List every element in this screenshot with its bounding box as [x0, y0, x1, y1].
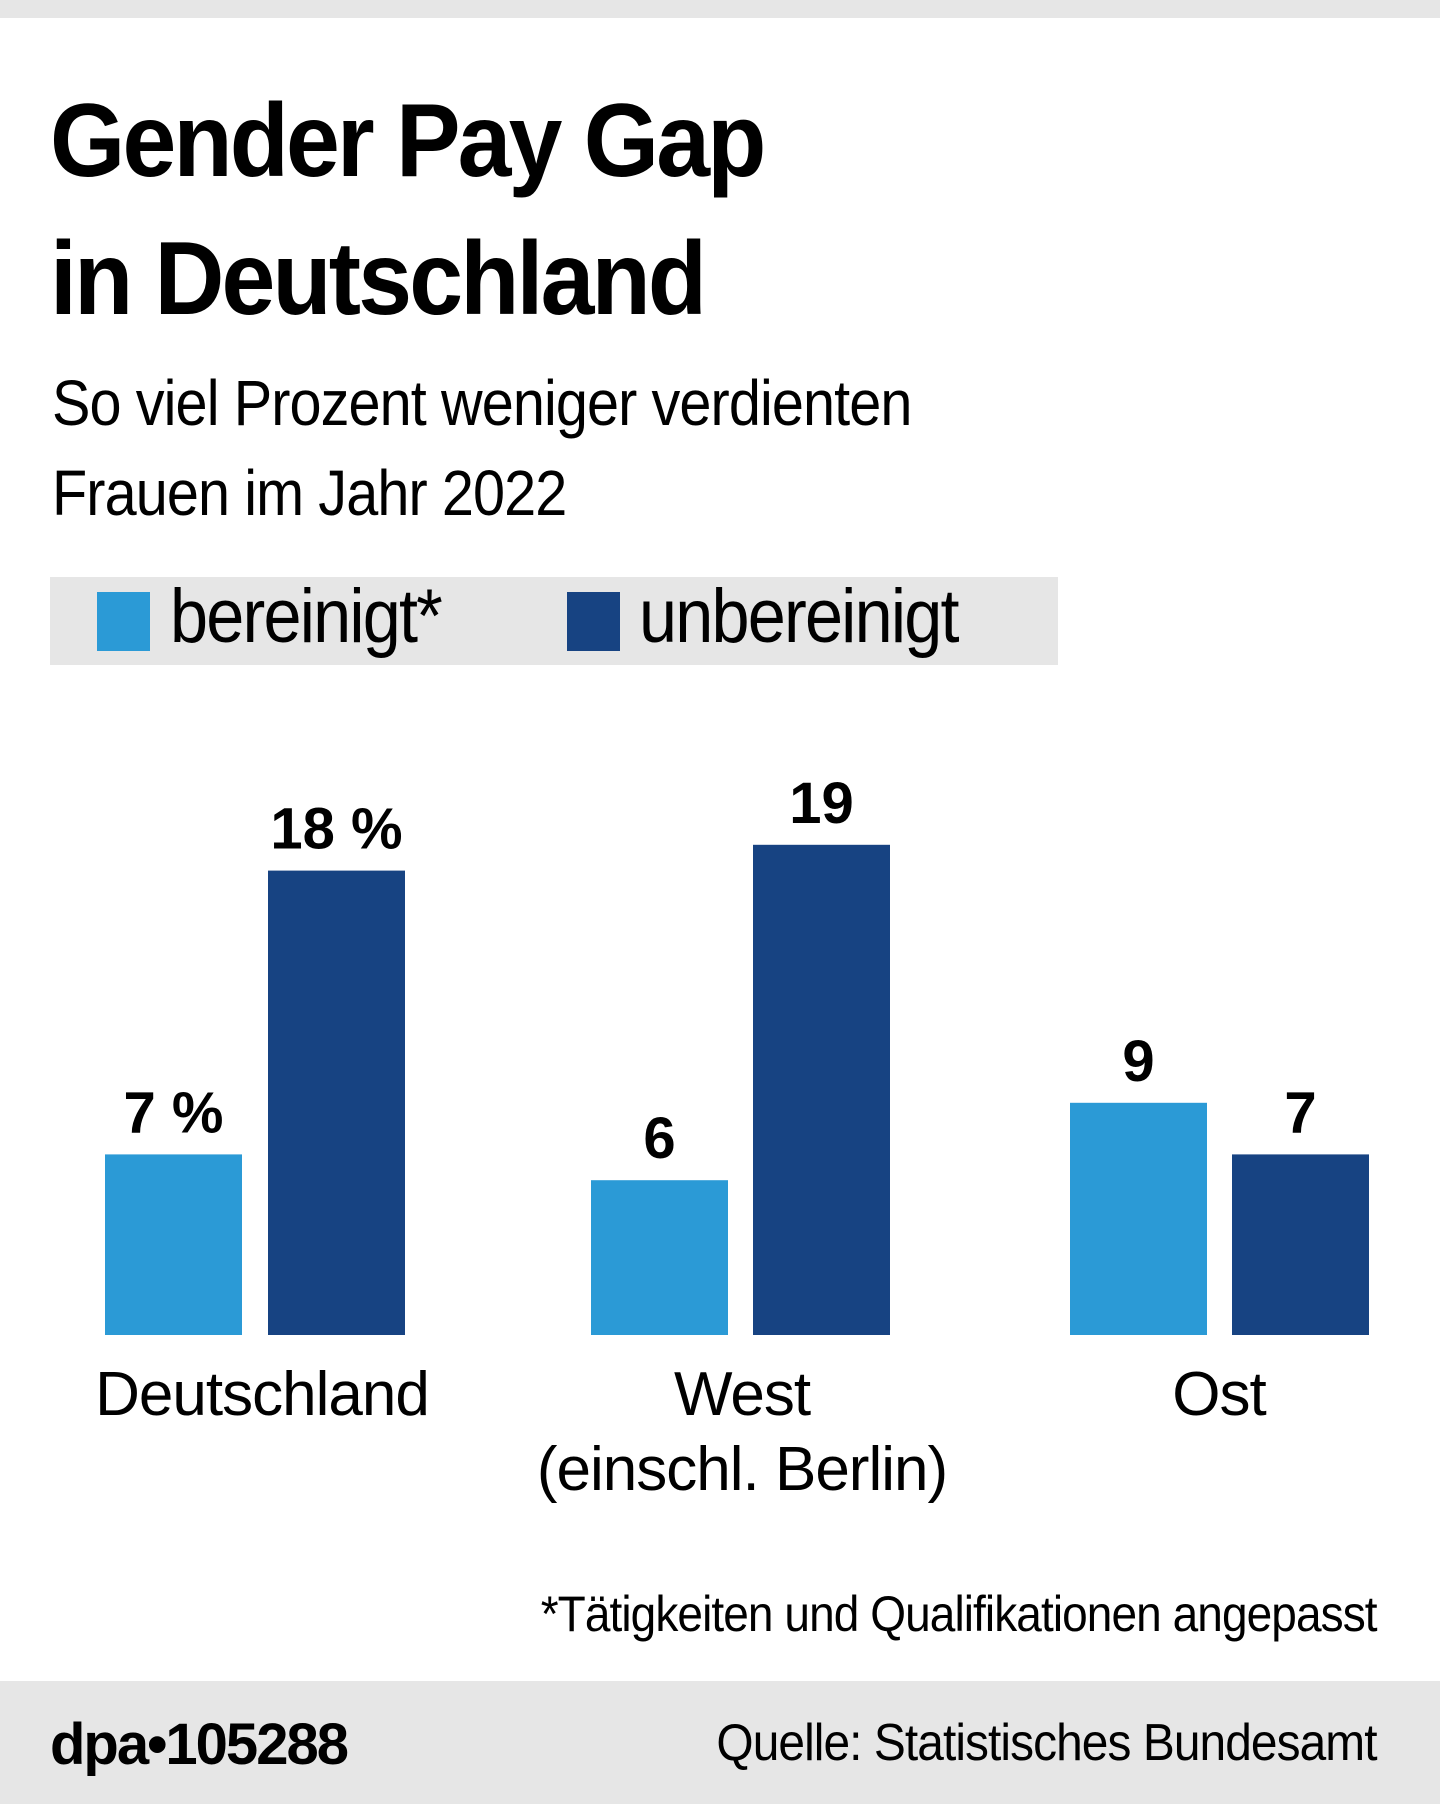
legend-swatch-unbereinigt [567, 592, 620, 651]
legend-label-unbereinigt: unbereinigt [639, 574, 959, 659]
legend: bereinigt* unbereinigt [50, 577, 1058, 665]
bar-value-label: 6 [643, 1106, 675, 1171]
category-label: (einschl. Berlin) [537, 1435, 947, 1504]
subtitle-line-1: So viel Prozent weniger verdienten [52, 367, 912, 439]
bar-bereinigt [591, 1180, 728, 1335]
bar-bereinigt [1070, 1102, 1207, 1335]
bar-unbereinigt [1232, 1154, 1369, 1335]
bar-unbereinigt [268, 870, 405, 1335]
legend-label-bereinigt: bereinigt* [170, 574, 443, 659]
bar-value-label: 7 % [124, 1080, 224, 1145]
chart-title: Gender Pay Gap in Deutschland [50, 72, 766, 348]
chart-subtitle: So viel Prozent weniger verdienten Fraue… [52, 358, 912, 538]
category-label: West [674, 1360, 811, 1429]
bar-value-label: 18 % [270, 797, 402, 862]
category-label: Deutschland [95, 1360, 429, 1429]
bar-value-label: 9 [1122, 1029, 1154, 1094]
source-credit: Quelle: Statistisches Bundesamt [716, 1714, 1378, 1772]
bar-chart: 7 % 18 % Deutschland 6 19 West(einschl. Berli… [95, 771, 1369, 1504]
bar-unbereinigt [753, 844, 890, 1335]
bar-value-label: 7 [1284, 1080, 1316, 1145]
footer: dpa•105288 Quelle: Statistisches Bundesa… [0, 1681, 1440, 1804]
bar-value-label: 19 [789, 771, 854, 836]
title-line-1: Gender Pay Gap [50, 83, 766, 199]
bar-bereinigt [105, 1154, 242, 1335]
title-line-2: in Deutschland [50, 221, 707, 337]
top-bar [0, 0, 1440, 18]
category-label: Ost [1172, 1360, 1266, 1429]
legend-swatch-bereinigt [97, 592, 150, 651]
dpa-graphic-id: dpa•105288 [50, 1712, 349, 1777]
subtitle-line-2: Frauen im Jahr 2022 [52, 457, 567, 529]
footnote: *Tätigkeiten und Qualifikationen angepas… [541, 1586, 1378, 1642]
